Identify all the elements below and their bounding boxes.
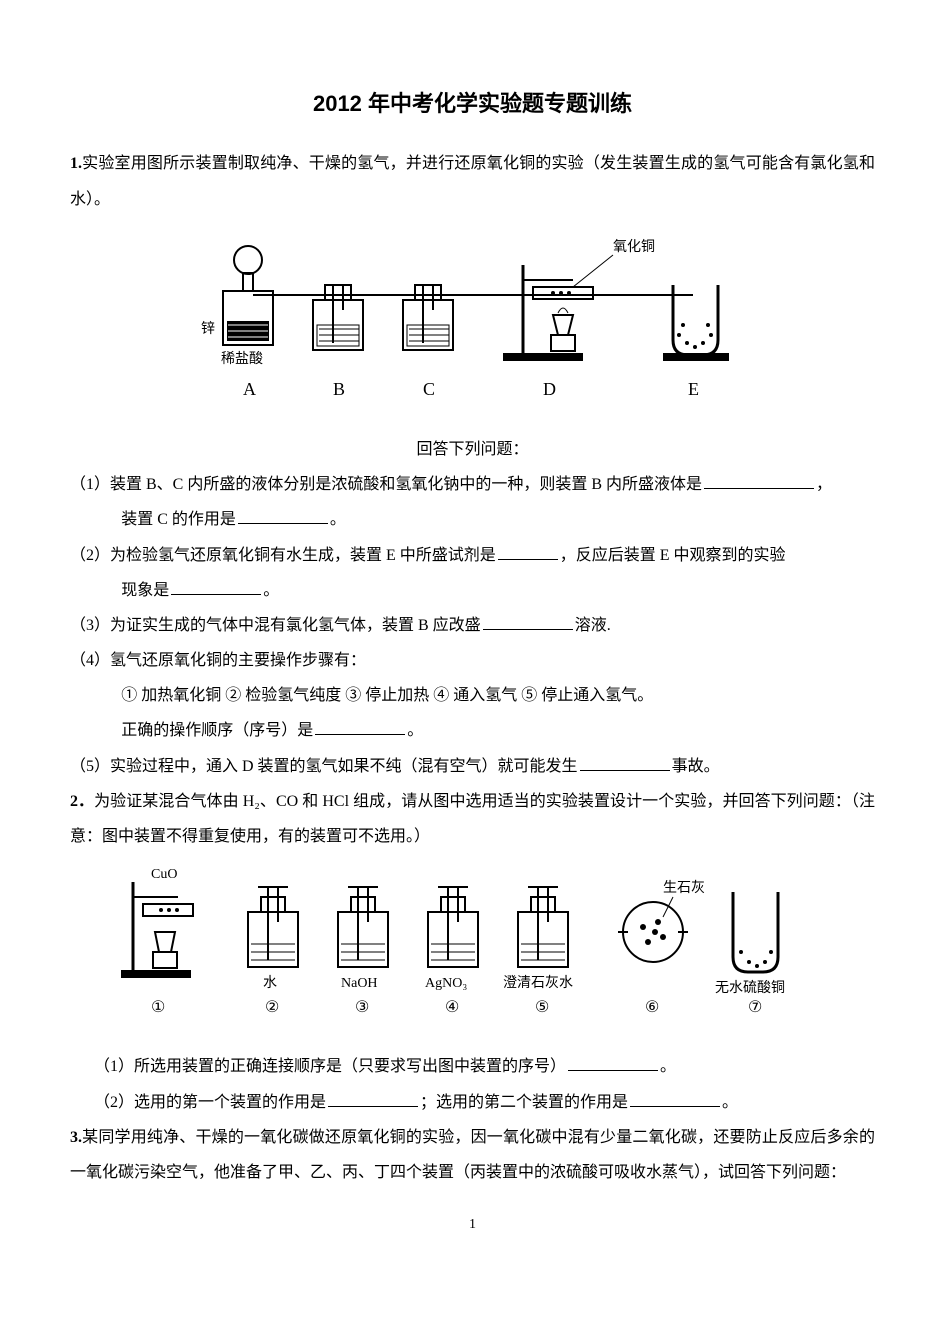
label-water: 水: [263, 975, 277, 991]
blank: [238, 507, 328, 524]
label-n1: ①: [151, 999, 165, 1016]
blank: [568, 1054, 658, 1071]
q3-intro-text: 某同学用纯净、干燥的一氧化碳做还原氧化铜的实验，因一氧化碳中混有少量二氧化碳，还…: [70, 1129, 875, 1181]
label-E: E: [688, 379, 699, 399]
q1-p4ans-line: 正确的操作顺序（序号）是 。: [70, 713, 875, 748]
q1-p2a: （2）为检验氢气还原氧化铜有水生成，装置 E 中所盛试剂是: [70, 547, 496, 564]
q1-p4end: 。: [407, 722, 423, 739]
page-number: 1: [70, 1210, 875, 1241]
label-quicklime: 生石灰: [663, 880, 705, 896]
q1-p2b: ，反应后装置 E 中观察到的实验: [560, 547, 786, 564]
q1-p5: （5）实验过程中，通入 D 装置的氢气如果不纯（混有空气）就可能发生 事故。: [70, 749, 875, 784]
q1-p2c-line: 现象是 。: [70, 573, 875, 608]
label-n2: ②: [265, 999, 279, 1016]
label-n6: ⑥: [645, 999, 659, 1016]
label-agno3: AgNO₃: [425, 976, 467, 991]
q1-p2: （2）为检验氢气还原氧化铜有水生成，装置 E 中所盛试剂是 ，反应后装置 E 中观…: [70, 538, 875, 573]
blank: [315, 718, 405, 735]
q2-p2: （2）选用的第一个装置的作用是 ；选用的第二个装置的作用是 。: [70, 1085, 875, 1120]
label-lime: 澄清石灰水: [503, 975, 573, 991]
q2-p1a: （1）所选用装置的正确连接顺序是（只要求写出图中装置的序号）: [94, 1058, 566, 1075]
label-D: D: [543, 379, 556, 399]
q2-intro-text: 为验证某混合气体由 H₂、CO 和 HCl 组成，请从图中选用适当的实验装置设计…: [70, 793, 875, 845]
q2-p2a: （2）选用的第一个装置的作用是: [94, 1094, 326, 1111]
q1-p5b: 事故。: [672, 758, 720, 775]
q2-p1: （1）所选用装置的正确连接顺序是（只要求写出图中装置的序号） 。: [70, 1049, 875, 1084]
q1-p2c: 现象是: [121, 582, 169, 599]
document-page: 2012 年中考化学实验题专题训练 1.实验室用图所示装置制取纯净、干燥的氢气，…: [0, 0, 945, 1281]
blank: [328, 1090, 418, 1107]
blank: [498, 543, 558, 560]
label-dilhcl: 稀盐酸: [221, 351, 263, 367]
q1-p5a: （5）实验过程中，通入 D 装置的氢气如果不纯（混有空气）就可能发生: [70, 758, 578, 775]
label-C: C: [423, 379, 435, 399]
label-cuo: 氧化铜: [613, 239, 655, 255]
q1-p1c-line: 装置 C 的作用是 。: [70, 502, 875, 537]
q1-p2d: 。: [263, 582, 279, 599]
label-A: A: [243, 379, 256, 399]
q1-number: 1.: [70, 155, 82, 172]
q2-number: 2．: [70, 793, 94, 810]
q1-p1a: （1）装置 B、C 内所盛的液体分别是浓硫酸和氢氧化钠中的一种，则装置 B 内所…: [70, 476, 702, 493]
q1-p1: （1）装置 B、C 内所盛的液体分别是浓硫酸和氢氧化钠中的一种，则装置 B 内所…: [70, 467, 875, 502]
label-n5: ⑤: [535, 999, 549, 1016]
q1-intro: 1.实验室用图所示装置制取纯净、干燥的氢气，并进行还原氧化铜的实验（发生装置生成…: [70, 146, 875, 216]
q1-p4: （4）氢气还原氧化铜的主要操作步骤有：: [70, 643, 875, 678]
q3-intro: 3.某同学用纯净、干燥的一氧化碳做还原氧化铜的实验，因一氧化碳中混有少量二氧化碳…: [70, 1120, 875, 1190]
q1-p1b: ，: [816, 476, 832, 493]
label-B: B: [333, 379, 345, 399]
q1-p3b: 溶液.: [575, 617, 611, 634]
label-n3: ③: [355, 999, 369, 1016]
blank: [483, 613, 573, 630]
label-n4: ④: [445, 999, 459, 1016]
q3-number: 3.: [70, 1129, 82, 1146]
q2-p2c: 。: [722, 1094, 738, 1111]
q1-intro-text: 实验室用图所示装置制取纯净、干燥的氢气，并进行还原氧化铜的实验（发生装置生成的氢…: [70, 155, 875, 207]
apparatus-diagram-1: 锌 稀盐酸: [193, 225, 753, 415]
label-naoh: NaOH: [341, 976, 378, 991]
q2-p2b: ；选用的第二个装置的作用是: [420, 1094, 628, 1111]
blank: [630, 1090, 720, 1107]
blank: [171, 578, 261, 595]
figure-2: CuO ① 水 ② N: [70, 862, 875, 1045]
q2-p1b: 。: [660, 1058, 676, 1075]
q1-p1c: 装置 C 的作用是: [121, 511, 236, 528]
q1-caption: 回答下列问题：: [70, 432, 875, 467]
blank: [704, 472, 814, 489]
q1-p3: （3）为证实生成的气体中混有氯化氢气体，装置 B 应改盛 溶液.: [70, 608, 875, 643]
page-title: 2012 年中考化学实验题专题训练: [70, 80, 875, 128]
apparatus-diagram-2: CuO ① 水 ② N: [113, 862, 833, 1032]
blank: [580, 754, 670, 771]
figure-1: 锌 稀盐酸: [70, 225, 875, 428]
label-zn: 锌: [201, 321, 215, 337]
q1-p4steps: ① 加热氧化铜 ② 检验氢气纯度 ③ 停止加热 ④ 通入氢气 ⑤ 停止通入氢气。: [70, 678, 875, 713]
label-cuo2: CuO: [151, 867, 177, 882]
label-cuso4: 无水硫酸铜: [715, 980, 785, 996]
label-n7: ⑦: [748, 999, 762, 1016]
q2-intro: 2．为验证某混合气体由 H₂、CO 和 HCl 组成，请从图中选用适当的实验装置…: [70, 784, 875, 854]
q1-p4ans: 正确的操作顺序（序号）是: [121, 722, 313, 739]
q1-p1d: 。: [330, 511, 346, 528]
q1-p3a: （3）为证实生成的气体中混有氯化氢气体，装置 B 应改盛: [70, 617, 481, 634]
